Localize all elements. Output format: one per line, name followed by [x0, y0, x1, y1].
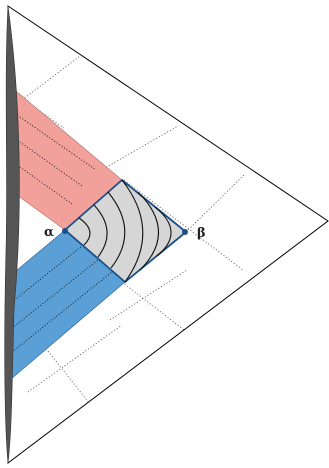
- diamond-curve: [121, 179, 144, 283]
- diamond-curves: [78, 179, 172, 283]
- diamond-curve: [154, 206, 172, 257]
- blue-band-line: [11, 259, 99, 329]
- grid-line: [27, 324, 123, 393]
- grid-line: [185, 174, 245, 233]
- red-band-line: [9, 159, 73, 205]
- diamond-curve: [107, 191, 126, 269]
- red-band-lines: [9, 109, 97, 205]
- blue-band-line: [11, 271, 113, 353]
- diamond-curve: [93, 204, 108, 258]
- left-boundary: [4, 5, 20, 464]
- grid-line: [123, 179, 244, 271]
- red-band-line: [9, 109, 97, 171]
- beta-point: [182, 229, 188, 235]
- alpha-label: α: [44, 225, 54, 240]
- grid-line: [121, 281, 185, 331]
- grid-lines: [21, 55, 245, 405]
- grid-line: [109, 269, 188, 321]
- beta-label: β: [197, 226, 206, 241]
- alpha-point: [62, 228, 68, 234]
- blue-band-lines: [11, 245, 113, 353]
- diamond-curve: [137, 191, 160, 271]
- diamond-curve: [78, 217, 91, 246]
